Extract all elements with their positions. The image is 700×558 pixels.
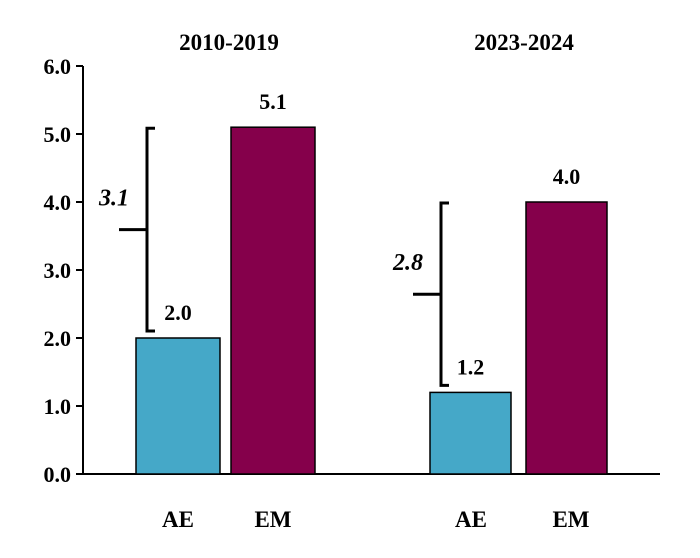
axis-layer: 0.0 1.0 2.0 3.0 4.0 5.0 6.0 bbox=[44, 54, 660, 487]
y-tick-label: 1.0 bbox=[44, 394, 72, 419]
gap-bracket bbox=[119, 126, 155, 333]
bar-value-label: 1.2 bbox=[457, 354, 485, 379]
category-label: EM bbox=[552, 507, 589, 532]
bar-ae bbox=[135, 337, 221, 475]
label-layer: 2010-2019 2.0 AE 5.1 EM 3.1 2023-2024 1.2 AE 4.0 E… bbox=[98, 30, 590, 532]
y-tick-label: 0.0 bbox=[44, 462, 72, 487]
y-tick-label: 3.0 bbox=[44, 258, 72, 283]
y-tick-label: 4.0 bbox=[44, 190, 72, 215]
group-label: 2010-2019 bbox=[179, 30, 279, 55]
bar-layer bbox=[135, 126, 608, 475]
group-label: 2023-2024 bbox=[474, 30, 574, 55]
bar-em bbox=[525, 201, 608, 475]
y-tick-label: 6.0 bbox=[44, 54, 72, 79]
gap-label: 2.8 bbox=[392, 250, 423, 276]
gap-bracket bbox=[413, 201, 449, 387]
y-tick-label: 5.0 bbox=[44, 122, 72, 147]
bar-value-label: 5.1 bbox=[259, 89, 287, 114]
bar-em bbox=[230, 126, 316, 475]
y-tick-label: 2.0 bbox=[44, 326, 72, 351]
category-label: AE bbox=[162, 507, 194, 532]
bar-value-label: 2.0 bbox=[164, 300, 192, 325]
category-label: EM bbox=[254, 507, 291, 532]
gap-label: 3.1 bbox=[98, 186, 129, 212]
category-label: AE bbox=[455, 507, 487, 532]
bar-value-label: 4.0 bbox=[553, 164, 581, 189]
bar-ae bbox=[429, 391, 512, 475]
